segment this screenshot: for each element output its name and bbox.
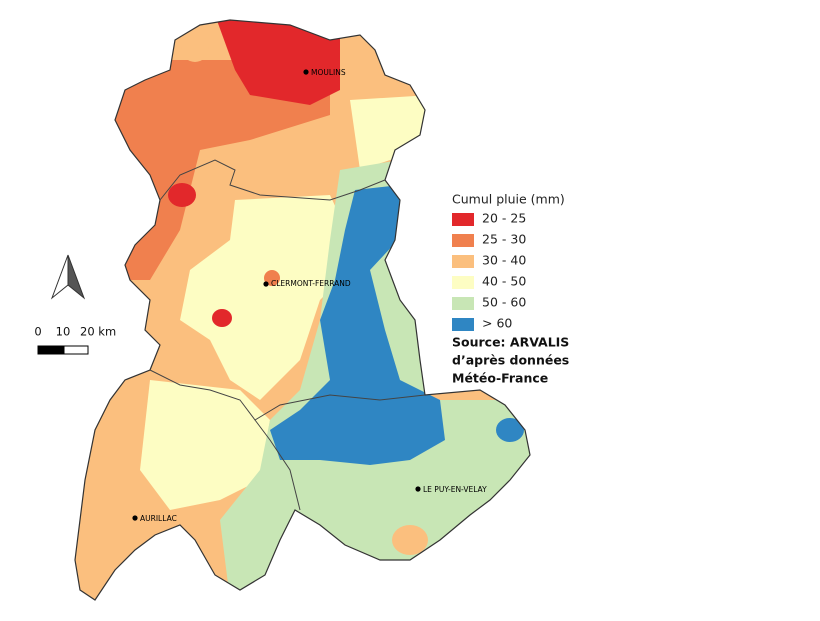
city-dot [303,69,309,75]
scale-label: 0 [34,325,41,339]
legend-label: > 60 [482,316,512,331]
scale-bar: 0 10 20 km [34,325,116,355]
legend-swatch [452,213,474,226]
department-border [254,419,301,511]
zone-40-50 [180,195,360,400]
legend-label: 30 - 40 [482,253,526,268]
zone-20-25 [168,183,196,207]
city-dot [132,515,138,521]
city-dot [415,486,421,492]
source-line: Météo-France [452,371,548,386]
zone-25-30 [100,60,330,280]
zone-40-50 [350,95,430,170]
scale-segment [63,345,89,355]
north-arrow-right [67,254,86,300]
legend-label: 40 - 50 [482,274,526,289]
city-label: LE PUY-EN-VELAY [423,485,487,494]
cities: MOULINS CLERMONT-FERRAND AURILLAC LE PUY… [132,68,487,523]
legend-swatch [452,255,474,268]
legend-label: 50 - 60 [482,295,526,310]
zone-25-30 [264,270,280,286]
legend-label: 25 - 30 [482,232,526,247]
legend-swatch [452,318,474,331]
zone-30-40 [181,34,209,62]
zone-over-60 [496,418,524,442]
zone-20-25 [215,20,340,105]
legend-swatch [452,234,474,247]
city-dot [263,281,269,287]
north-arrow [50,254,86,300]
legend-label: 20 - 25 [482,211,526,226]
city-label: CLERMONT-FERRAND [271,279,351,288]
city-label: AURILLAC [140,514,177,523]
source-line: d’après données [452,353,569,368]
zone-over-60 [270,185,445,465]
source-note: Source: ARVALIS d’après données Météo-Fran… [452,335,569,386]
scale-label: 20 km [80,325,116,339]
zone-40-50 [140,380,270,510]
scale-segment [37,345,65,355]
source-line: Source: ARVALIS [452,335,569,350]
department-border [159,159,386,201]
legend: Cumul pluie (mm) 20 - 25 25 - 30 30 - 40 40… [452,192,565,331]
legend-title: Cumul pluie (mm) [452,192,565,207]
legend-swatch [452,297,474,310]
scale-label: 10 [56,325,71,339]
city-label: MOULINS [311,68,346,77]
legend-swatch [452,276,474,289]
zone-20-25 [212,309,232,327]
zone-30-40 [392,525,428,555]
north-arrow-left [50,254,69,300]
